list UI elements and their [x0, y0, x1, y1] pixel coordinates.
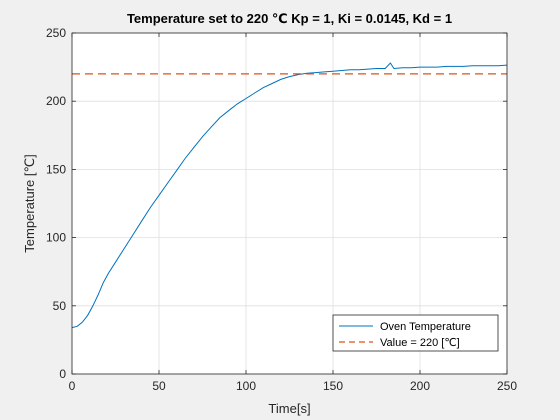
- y-tick-label: 0: [59, 367, 66, 381]
- y-axis-label: Temperature [℃]: [22, 154, 37, 252]
- legend-label: Value = 220 [℃]: [380, 337, 460, 349]
- x-tick-label: 200: [410, 379, 430, 393]
- y-tick-label: 200: [46, 94, 66, 108]
- x-tick-label: 100: [236, 379, 256, 393]
- chart-title: Temperature set to 220 ℃ Kp = 1, Ki = 0.…: [127, 11, 452, 26]
- y-tick-label: 150: [46, 162, 66, 176]
- legend: Oven Temperature Value = 220 [℃]: [333, 315, 498, 351]
- x-tick-label: 250: [497, 379, 517, 393]
- x-tick-label: 150: [323, 379, 343, 393]
- y-tick-label: 50: [53, 299, 67, 313]
- y-tick-label: 100: [46, 231, 66, 245]
- legend-label: Oven Temperature: [380, 321, 471, 333]
- x-tick-label: 0: [69, 379, 76, 393]
- x-axis-label: Time[s]: [268, 401, 310, 416]
- y-tick-label: 250: [46, 26, 66, 40]
- x-tick-label: 50: [152, 379, 166, 393]
